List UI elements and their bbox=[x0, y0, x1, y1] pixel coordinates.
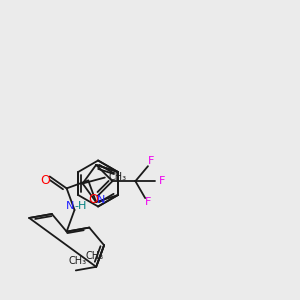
Text: O: O bbox=[88, 193, 98, 206]
Text: F: F bbox=[145, 197, 152, 207]
Text: CH₃: CH₃ bbox=[69, 256, 87, 266]
Text: F: F bbox=[159, 176, 165, 186]
Text: N: N bbox=[66, 201, 75, 211]
Text: CH₃: CH₃ bbox=[109, 172, 127, 182]
Text: O: O bbox=[40, 174, 50, 187]
Text: -H: -H bbox=[74, 201, 87, 211]
Text: F: F bbox=[148, 156, 154, 166]
Text: CH₃: CH₃ bbox=[86, 251, 104, 261]
Text: N: N bbox=[97, 195, 105, 205]
